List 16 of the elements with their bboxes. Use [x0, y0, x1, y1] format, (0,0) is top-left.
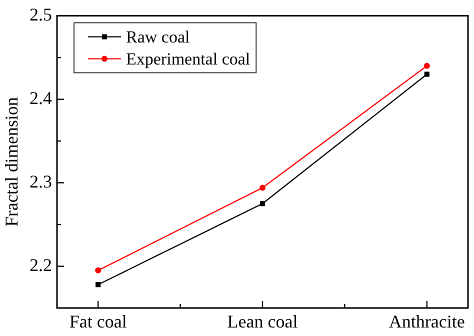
x-tick-label: Fat coal: [69, 312, 127, 332]
y-tick-label: 2.2: [30, 254, 52, 275]
point: [260, 184, 266, 191]
point: [424, 72, 430, 77]
y-tick-label: 2.4: [30, 88, 52, 108]
legend-label: Experimental coal: [126, 49, 250, 68]
point: [260, 201, 266, 206]
point: [424, 62, 430, 69]
legend-label: Raw coal: [126, 27, 190, 46]
point: [95, 267, 102, 274]
x-tick-label: Lean coal: [227, 312, 298, 332]
y-axis-title: Fractal dimension: [2, 97, 22, 227]
point: [96, 282, 101, 288]
y-tick-label: 2.3: [30, 172, 52, 192]
x-tick-label: Anthracite: [388, 312, 465, 332]
y-tick-label: 2.5: [30, 4, 52, 25]
